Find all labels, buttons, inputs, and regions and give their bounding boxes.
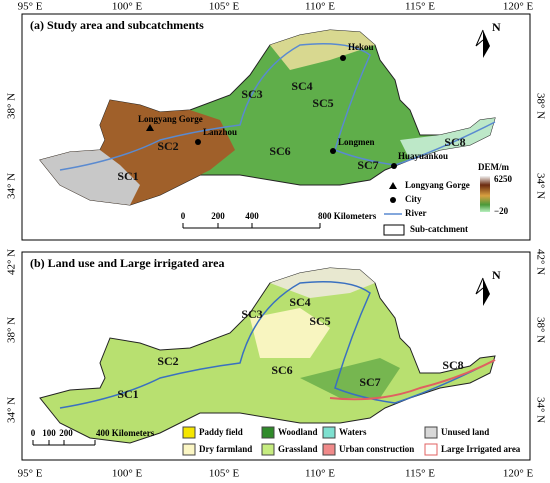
legend-label: Waters — [339, 427, 367, 437]
dem-map — [39, 29, 496, 206]
north-label: N — [492, 20, 501, 34]
subcatchment-label: SC8 — [444, 135, 465, 149]
north-arrow: N — [475, 20, 501, 58]
city-marker — [340, 55, 346, 61]
legend-label: Longyang Gorge — [405, 180, 470, 190]
scale-label: 400 Kilometers — [96, 428, 155, 438]
subcatchment-label: SC8 — [442, 358, 463, 372]
subcatchment-label: SC1 — [117, 169, 138, 183]
subcatchment-label: SC6 — [269, 144, 290, 158]
legend-label: Grassland — [278, 444, 318, 454]
subcatchment-label: SC3 — [241, 307, 262, 321]
lat-label: 42° N — [534, 249, 546, 275]
lat-label: 42° N — [6, 249, 18, 275]
scale-label: 800 Kilometers — [318, 211, 377, 221]
scale-label: 400 — [245, 211, 259, 221]
landuse-map — [39, 267, 496, 444]
city-marker — [330, 148, 336, 154]
legend-label: Sub-catchment — [410, 224, 468, 234]
lon-label: 115° E — [405, 1, 435, 13]
city-marker — [195, 139, 201, 145]
legend-label: 6250 — [494, 174, 513, 184]
place-label: Huayuankou — [398, 151, 448, 161]
panel-title: (b) Land use and Large irrigated area — [30, 256, 224, 270]
subcatchment-label: SC5 — [312, 96, 333, 110]
scale-label: 100 — [42, 428, 56, 438]
axis-labels: 95° E 100° E 105° E 110° E 115° E 120° E… — [6, 1, 547, 480]
legend-label: River — [405, 208, 427, 218]
legend: Longyang Gorge City River Sub-catchment … — [383, 162, 513, 236]
subcatchment-label: SC4 — [289, 295, 310, 309]
subcatchment-label: SC2 — [157, 354, 178, 368]
lon-label: 105° E — [209, 1, 240, 13]
lat-label: 34° N — [6, 173, 18, 199]
lon-label: 100° E — [112, 1, 143, 13]
north-label: N — [492, 268, 501, 282]
subcatchment-label: SC1 — [117, 387, 138, 401]
lon-label: 100° E — [112, 468, 143, 480]
lon-label: 120° E — [503, 468, 534, 480]
legend-label: Paddy field — [199, 427, 243, 437]
lat-label: 34° N — [534, 173, 546, 199]
place-label: Lanzhou — [203, 127, 237, 137]
lat-label: 38° N — [6, 317, 18, 343]
scale-label: 0 — [181, 211, 186, 221]
subcatchment-label: SC3 — [241, 87, 262, 101]
legend-label: Woodland — [278, 427, 318, 437]
panel-title: (a) Study area and subcatchments — [30, 18, 204, 32]
place-label: Hekou — [348, 42, 374, 52]
subcatchment-label: SC7 — [359, 375, 380, 389]
subcatchment-label: SC4 — [291, 79, 312, 93]
legend-label: Large Irrigated area — [441, 444, 521, 454]
lon-label: 110° E — [305, 468, 335, 480]
north-arrow: N — [475, 268, 501, 306]
lat-label: 34° N — [6, 397, 18, 423]
subcatchment-label: SC7 — [357, 158, 378, 172]
lat-label: 34° N — [534, 397, 546, 423]
legend-label: −20 — [494, 206, 509, 216]
subcatchment-label: SC2 — [157, 139, 178, 153]
legend-title: DEM/m — [478, 162, 509, 172]
lat-label: 38° N — [534, 317, 546, 343]
scale-label: 200 — [211, 211, 225, 221]
legend: Paddy field Dry farmland Woodland Grassl… — [182, 426, 521, 456]
subcatchment-label: SC5 — [309, 314, 330, 328]
lon-label: 110° E — [305, 1, 335, 13]
legend-label: City — [405, 194, 422, 204]
lon-label: 95° E — [18, 1, 43, 13]
legend-label: Unused land — [441, 427, 489, 437]
scale-bar: 0 200 400 800 Kilometers — [181, 211, 377, 229]
lon-label: 120° E — [503, 1, 534, 13]
scale-label: 200 — [59, 428, 73, 438]
lon-label: 115° E — [405, 468, 435, 480]
legend-label: Urban construction — [339, 444, 414, 454]
lon-label: 95° E — [18, 468, 43, 480]
city-marker — [391, 163, 397, 169]
lat-label: 38° N — [6, 93, 18, 119]
lat-label: 38° N — [534, 93, 546, 119]
scale-label: 0 — [31, 428, 36, 438]
legend-label: Dry farmland — [199, 444, 252, 454]
subcatchment-label: SC6 — [271, 363, 292, 377]
lon-label: 105° E — [209, 468, 240, 480]
scale-bar: 0 100 200 400 Kilometers — [31, 428, 155, 446]
place-label: Longyang Gorge — [138, 114, 203, 124]
place-label: Longmen — [338, 137, 375, 147]
gauge-marker — [146, 124, 154, 131]
